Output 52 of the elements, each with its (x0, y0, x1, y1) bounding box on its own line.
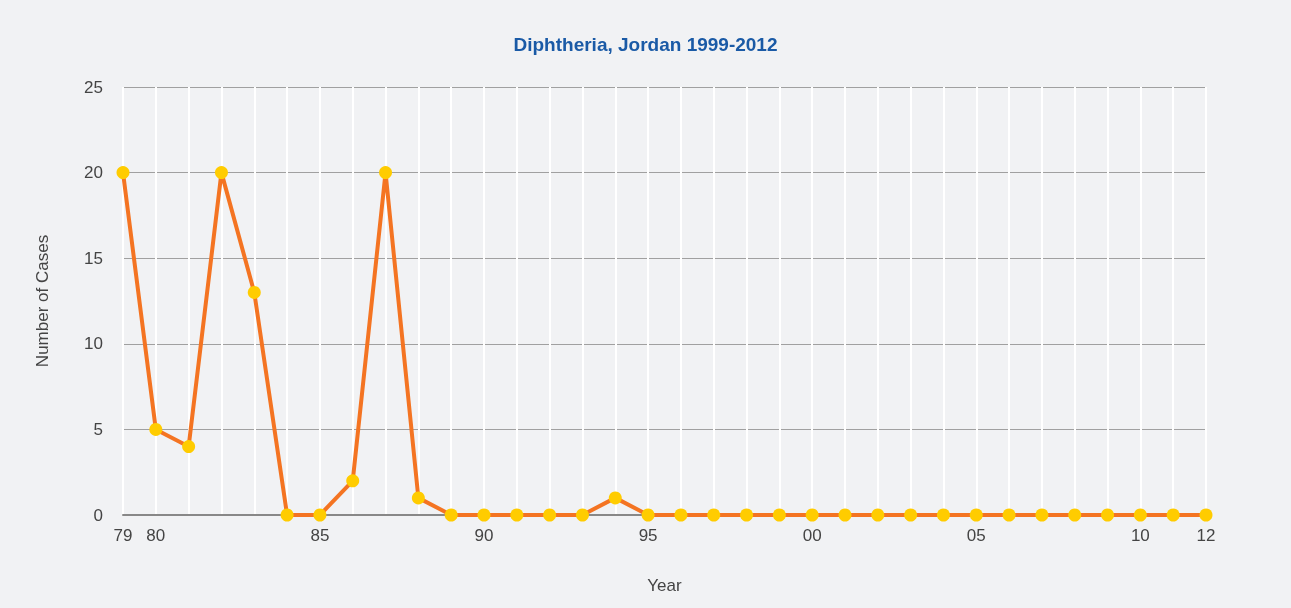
y-tick-label: 25 (84, 77, 103, 97)
point (871, 508, 885, 522)
x-tick-label: 12 (1196, 526, 1216, 545)
point (1133, 508, 1147, 522)
y-axis-title: Number of Cases (33, 234, 52, 368)
point (1166, 508, 1180, 522)
point (1068, 508, 1082, 522)
x-tick-label: 80 (146, 526, 166, 545)
point (149, 422, 163, 436)
x-tick-label: 90 (474, 526, 494, 545)
x-tick-label: 00 (802, 526, 822, 545)
point (1101, 508, 1115, 522)
point (641, 508, 655, 522)
point (608, 491, 622, 505)
point (116, 166, 130, 180)
point (1035, 508, 1049, 522)
point (740, 508, 754, 522)
y-tick-label: 10 (84, 334, 103, 354)
point (379, 166, 393, 180)
point (575, 508, 589, 522)
point (838, 508, 852, 522)
point (444, 508, 458, 522)
point (346, 474, 360, 488)
point (904, 508, 918, 522)
point (969, 508, 983, 522)
point (674, 508, 688, 522)
point (805, 508, 819, 522)
point (936, 508, 950, 522)
x-tick-label: 05 (966, 526, 986, 545)
point (1002, 508, 1016, 522)
point (280, 508, 294, 522)
point (707, 508, 721, 522)
x-axis-title: Year (647, 576, 683, 595)
point (247, 285, 261, 299)
point (772, 508, 786, 522)
x-tick-label: 95 (638, 526, 658, 545)
y-tick-label: 20 (84, 163, 103, 183)
y-tick-label: 0 (93, 505, 103, 525)
point (510, 508, 524, 522)
point (214, 166, 228, 180)
x-tick-label: 79 (113, 526, 133, 545)
y-tick-label: 5 (93, 419, 103, 439)
point (411, 491, 425, 505)
chart-title: Diphtheria, Jordan 1999-2012 (513, 34, 778, 55)
point (313, 508, 327, 522)
point (1199, 508, 1213, 522)
x-tick-label: 10 (1130, 526, 1150, 545)
x-tick-label: 85 (310, 526, 330, 545)
point (543, 508, 557, 522)
point (182, 440, 196, 454)
point (477, 508, 491, 522)
y-tick-label: 15 (84, 248, 103, 268)
